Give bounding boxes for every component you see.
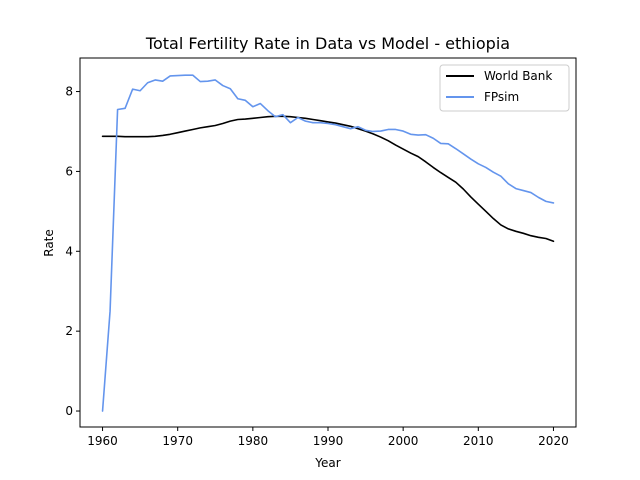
x-axis: 1960 1970 1980 1990 2000 2010 2020 <box>87 427 569 448</box>
x-tick-label: 2000 <box>388 434 419 448</box>
y-tick-label: 8 <box>65 85 73 99</box>
x-tick-label: 1990 <box>313 434 344 448</box>
y-axis-label: Rate <box>42 229 56 257</box>
legend: World Bank FPsim <box>439 64 570 112</box>
legend-label-fpsim: FPsim <box>484 90 519 104</box>
x-tick-label: 2010 <box>463 434 494 448</box>
series-line-fpsim <box>101 74 555 412</box>
series-line-world-bank <box>101 115 555 243</box>
x-tick-label: 1980 <box>238 434 269 448</box>
y-tick-label: 2 <box>65 324 73 338</box>
y-tick-label: 6 <box>65 164 73 178</box>
x-axis-label: Year <box>314 456 340 470</box>
y-tick-label: 0 <box>65 404 73 418</box>
plot-lines <box>101 74 555 412</box>
x-tick-label: 2020 <box>538 434 569 448</box>
legend-label-world-bank: World Bank <box>484 69 552 83</box>
x-tick-label: 1960 <box>87 434 118 448</box>
x-tick-label: 1970 <box>162 434 193 448</box>
chart-title: Total Fertility Rate in Data vs Model - … <box>145 34 510 53</box>
y-axis: 0 2 4 6 8 <box>65 85 80 418</box>
y-tick-label: 4 <box>65 244 73 258</box>
